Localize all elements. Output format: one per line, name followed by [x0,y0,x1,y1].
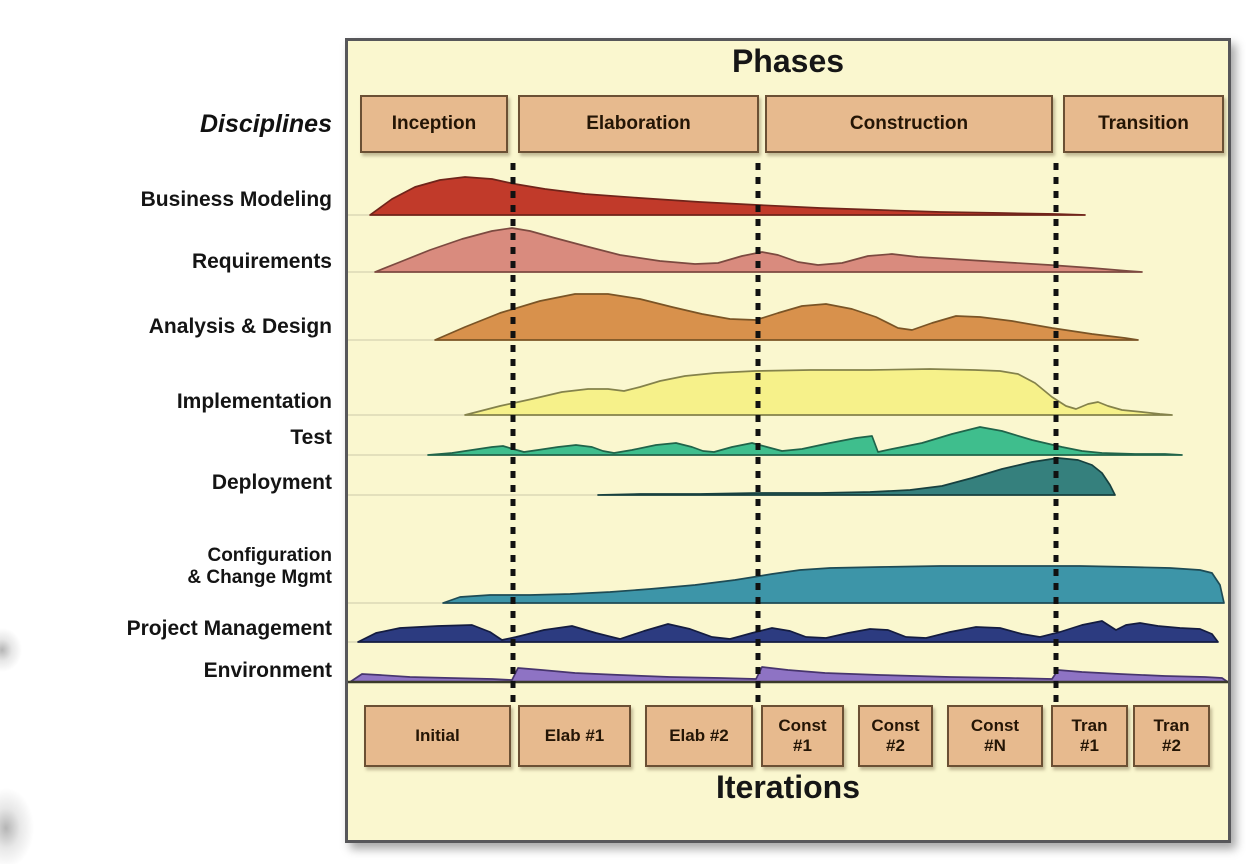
hump-environment [349,666,1228,683]
hump-requirements [374,227,1143,273]
hump-business-modeling [369,176,1086,216]
discipline-label-implementation: Implementation [176,390,332,413]
iteration-box-tran-2: Tran #2 [1133,705,1210,767]
iteration-box-const-2: Const #2 [858,705,933,767]
phase-box-transition: Transition [1063,95,1224,153]
discipline-label-business-modeling: Business Modeling [140,188,332,211]
iterations-title: Iterations [715,769,861,805]
hump-configuration-change-mgmt [442,565,1225,604]
hump-test [427,426,1183,456]
discipline-label-project-management: Project Management [126,617,332,640]
iteration-box-tran-1: Tran #1 [1051,705,1128,767]
phase-box-inception: Inception [360,95,508,153]
hump-project-management [357,620,1219,643]
iteration-box-initial: Initial [364,705,511,767]
discipline-label-analysis-design: Analysis & Design [148,315,332,338]
discipline-label-environment: Environment [203,659,332,682]
phase-box-elaboration: Elaboration [518,95,759,153]
disciplines-column: Disciplines Business Modeling Requiremen… [0,0,332,864]
phases-title: Phases [731,43,845,79]
iteration-box-elab-1: Elab #1 [518,705,631,767]
phase-box-construction: Construction [765,95,1053,153]
disciplines-title: Disciplines [200,110,332,138]
discipline-label-configuration-change-mgmt: Configuration & Change Mgmt [187,545,332,589]
hump-deployment [597,457,1116,496]
screen-artifact [0,628,22,672]
iteration-box-elab-2: Elab #2 [645,705,753,767]
discipline-label-deployment: Deployment [211,471,332,494]
iteration-box-const-n: Const #N [947,705,1043,767]
hump-implementation [464,368,1173,416]
iteration-box-const-1: Const #1 [761,705,844,767]
screen-artifact [0,788,34,864]
chart-panel: Phases Inception Elaboration Constructio… [345,38,1231,843]
discipline-label-test: Test [290,426,332,449]
humps-svg [348,163,1228,705]
discipline-label-requirements: Requirements [191,250,332,273]
hump-analysis-design [434,293,1139,341]
